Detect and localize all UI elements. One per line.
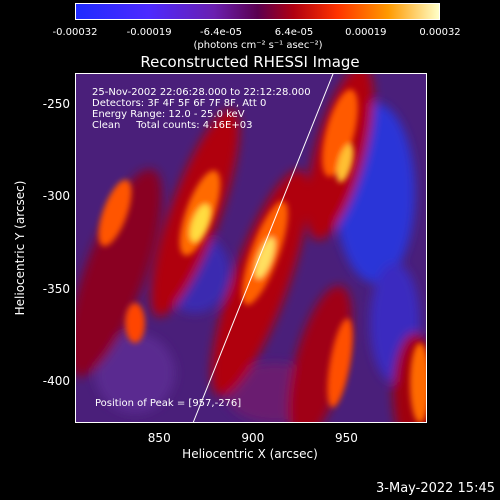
annotation-counts: Clean Total counts: 4.16E+03 xyxy=(92,120,253,131)
heatmap-plot xyxy=(75,73,427,423)
colorbar-tick-label: -6.4e-05 xyxy=(200,27,242,38)
y-tick-label: -400 xyxy=(42,373,70,388)
peak-position-label: Position of Peak = [957,-276] xyxy=(95,398,242,409)
x-tick-label: 900 xyxy=(241,431,265,445)
colorbar-units: (photons cm⁻² s⁻¹ asec⁻²) xyxy=(193,40,323,51)
colorbar-tick-label: 6.4e-05 xyxy=(274,27,314,38)
colorbar xyxy=(75,3,440,20)
y-axis-label: Heliocentric Y (arcsec) xyxy=(13,180,27,316)
colorbar-tick-label: 0.00019 xyxy=(345,27,387,38)
y-tick-label: -300 xyxy=(42,189,70,204)
y-tick-label: -250 xyxy=(42,97,70,112)
timestamp: 3-May-2022 15:45 xyxy=(376,481,495,496)
colorbar-tick-label: 0.00032 xyxy=(419,27,461,38)
colorbar-tick-label: -0.00032 xyxy=(52,27,98,38)
chart-title: Reconstructed RHESSI Image xyxy=(140,53,360,71)
x-tick-label: 850 xyxy=(147,431,171,445)
x-axis-label: Heliocentric X (arcsec) xyxy=(182,447,318,461)
colorbar-tick-label: -0.00019 xyxy=(126,27,172,38)
y-tick-label: -350 xyxy=(42,281,70,296)
x-tick-label: 950 xyxy=(335,431,358,445)
limb-line xyxy=(192,73,334,423)
annotation-detectors: Detectors: 3F 4F 5F 6F 7F 8F, Att 0 xyxy=(92,98,267,109)
annotation-energy: Energy Range: 12.0 - 25.0 keV xyxy=(92,109,245,120)
annotation-time: 25-Nov-2002 22:06:28.000 to 22:12:28.000 xyxy=(92,87,311,98)
